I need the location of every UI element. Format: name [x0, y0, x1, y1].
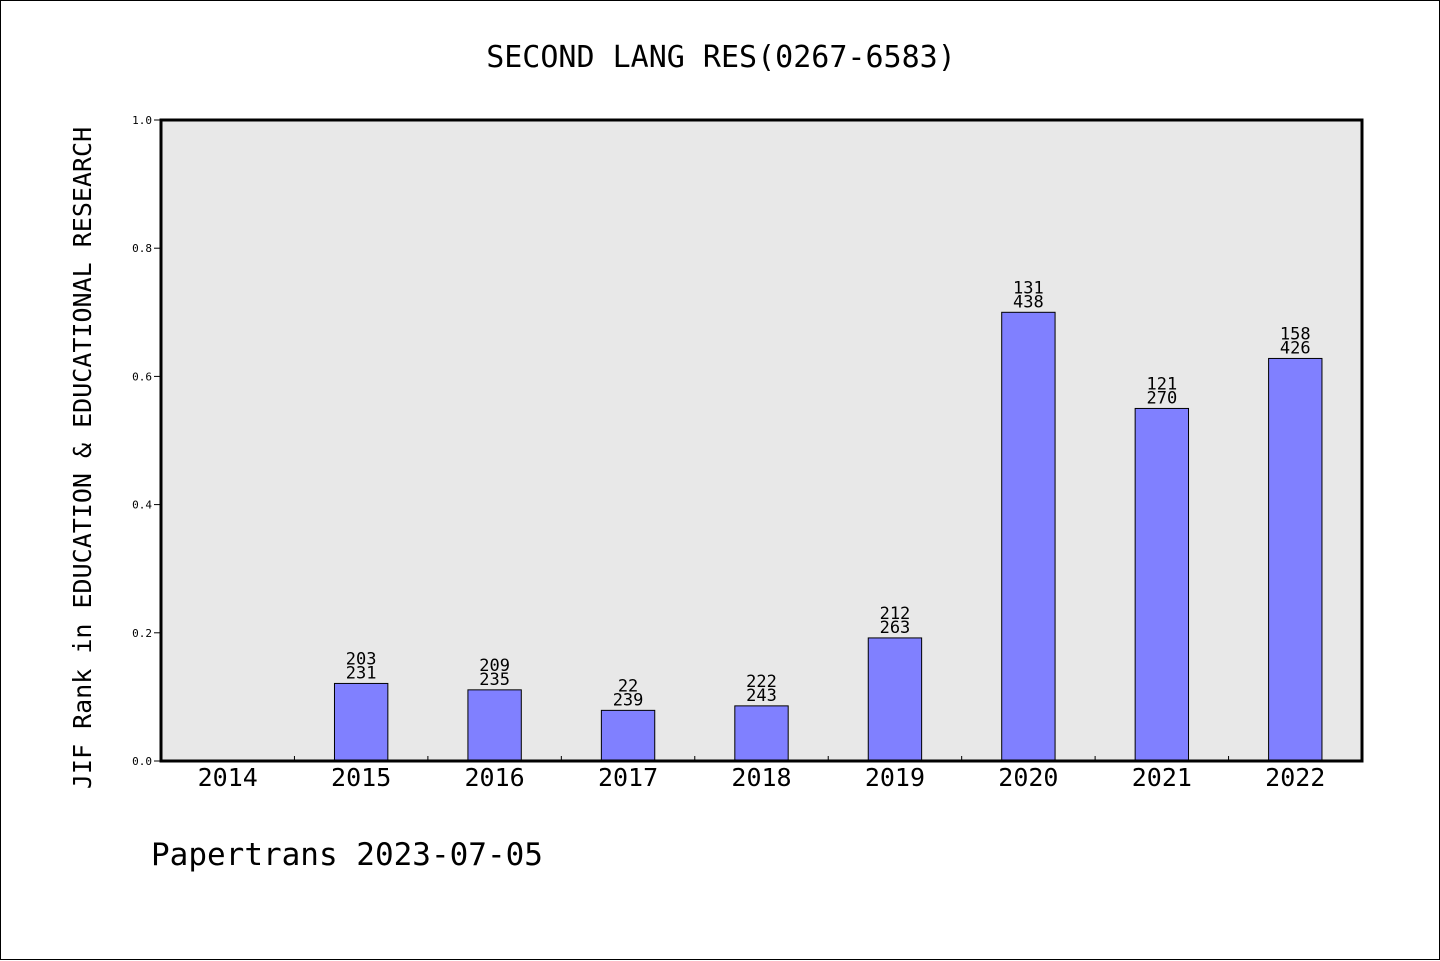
- bar-label-total: 243: [746, 686, 777, 706]
- x-tick-label: 2016: [465, 763, 525, 792]
- x-tick-label: 2021: [1132, 763, 1192, 792]
- plot-border: [159, 118, 1364, 763]
- y-tick-label: 0.0: [132, 755, 152, 768]
- x-tick-label: 2015: [331, 763, 391, 792]
- y-tick-label: 0.4: [132, 499, 152, 512]
- y-axis-ticks: 0.0 0.2 0.4 0.6 0.8 1.0: [132, 114, 161, 768]
- bar: [734, 705, 789, 762]
- bar-label-rank: 209: [479, 656, 510, 676]
- y-tick-label: 1.0: [132, 114, 152, 127]
- bar-label-rank: 121: [1146, 374, 1177, 394]
- bar-label-rank: 203: [346, 649, 377, 669]
- bar-label-rank: 131: [1013, 278, 1044, 298]
- bar-label-total: 239: [613, 690, 644, 710]
- bar: [600, 709, 656, 762]
- bar-label-rank: 22: [618, 676, 638, 696]
- footer-credit: Papertrans 2023-07-05: [151, 837, 543, 873]
- y-axis-label: JIF Rank in EDUCATION & EDUCATIONAL RESE…: [68, 127, 97, 789]
- bar: [467, 689, 522, 762]
- chart-title: SECOND LANG RES(0267-6583): [486, 40, 956, 75]
- x-tick-label: 2017: [598, 763, 658, 792]
- y-tick-label: 0.2: [132, 627, 152, 640]
- bar-label-rank: 212: [880, 604, 911, 624]
- bar-label-rank: 222: [746, 672, 777, 692]
- bar-label-rank: 158: [1280, 324, 1311, 344]
- bar: [1001, 311, 1056, 762]
- x-tick-label: 2019: [865, 763, 925, 792]
- bar-label-total: 438: [1013, 292, 1044, 312]
- x-tick-label: 2014: [198, 763, 258, 792]
- y-tick-label: 0.6: [132, 370, 152, 383]
- bar-label-total: 231: [346, 663, 377, 683]
- bar: [333, 682, 389, 762]
- bar: [1268, 357, 1323, 762]
- bar: [1134, 407, 1190, 762]
- x-tick-label: 2020: [998, 763, 1058, 792]
- bar-label-total: 270: [1146, 388, 1177, 408]
- x-tick-label: 2018: [731, 763, 791, 792]
- bar-label-total: 263: [880, 618, 911, 638]
- x-tick-label: 2022: [1265, 763, 1325, 792]
- bar-label-total: 426: [1280, 338, 1311, 358]
- bar-label-total: 235: [479, 670, 510, 690]
- y-tick-label: 0.8: [132, 242, 152, 255]
- bar: [867, 637, 923, 762]
- x-axis-ticks: 2014 2015 2016 2017 2018 2019 2020 2021 2022: [198, 756, 1325, 792]
